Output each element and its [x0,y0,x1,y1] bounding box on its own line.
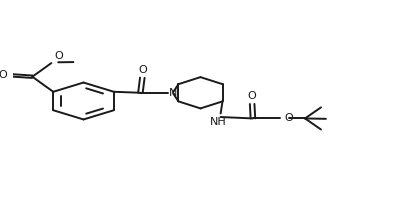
Text: O: O [248,91,256,101]
Text: NH: NH [210,117,227,127]
Text: O: O [284,114,293,123]
Text: O: O [138,65,147,75]
Text: N: N [169,88,177,98]
Text: O: O [0,70,7,80]
Text: O: O [54,52,63,61]
